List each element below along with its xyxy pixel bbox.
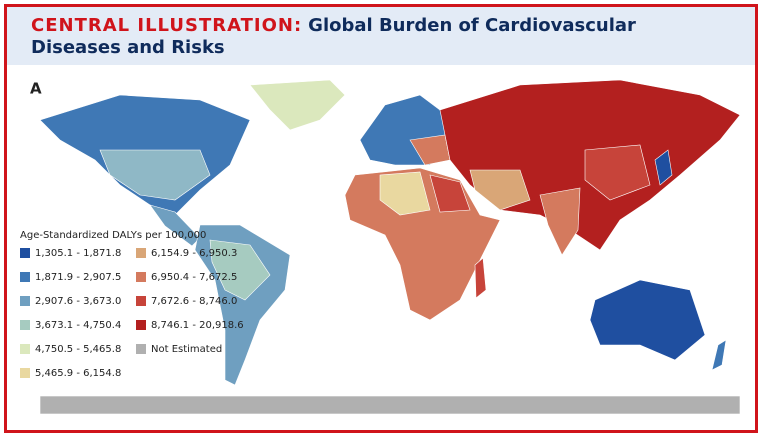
- legend-swatch: [20, 296, 30, 306]
- legend-label: Not Estimated: [151, 344, 222, 355]
- legend-label: 1,871.9 - 2,907.5: [35, 272, 121, 283]
- middle-east: [469, 169, 531, 211]
- legend-swatch: [20, 272, 30, 282]
- legend-label: 3,673.1 - 4,750.4: [35, 320, 121, 331]
- legend-label: 7,672.6 - 8,746.0: [151, 296, 237, 307]
- china: [584, 144, 651, 201]
- title-text: Global Burden of Cardiovascular Diseases…: [31, 15, 636, 58]
- madagascar: [474, 257, 487, 299]
- greenland: [249, 79, 346, 131]
- frame: CENTRAL ILLUSTRATION: Global Burden of Ca…: [4, 4, 758, 433]
- sahara: [379, 171, 431, 216]
- legend-swatch: [136, 296, 146, 306]
- legend-swatch: [136, 320, 146, 330]
- countries: [39, 79, 741, 415]
- legend-swatch: [20, 248, 30, 258]
- legend-swatch: [20, 368, 30, 378]
- legend-swatch: [136, 248, 146, 258]
- legend-swatch: [20, 320, 30, 330]
- legend: 1,305.1 - 1,871.8 1,871.9 - 2,907.5 2,907.…: [20, 248, 244, 379]
- antarctica: [39, 395, 741, 415]
- legend-label: 6,950.4 - 7,672.5: [151, 272, 237, 283]
- egypt-sudan: [429, 174, 471, 213]
- legend-swatch: [136, 272, 146, 282]
- new-zealand: [711, 339, 727, 371]
- panel-label: A: [30, 80, 42, 98]
- title: CENTRAL ILLUSTRATION: Global Burden of Ca…: [31, 15, 731, 59]
- brazil: [209, 239, 271, 301]
- legend-swatch: [20, 344, 30, 354]
- central-america: [149, 204, 201, 247]
- australia: [589, 279, 706, 361]
- india: [539, 187, 581, 256]
- legend-title: Age-Standardized DALYs per 100,000: [20, 230, 206, 241]
- header: CENTRAL ILLUSTRATION: Global Burden of Ca…: [7, 7, 755, 65]
- legend-label: 4,750.5 - 5,465.8: [35, 344, 121, 355]
- japan: [654, 149, 673, 186]
- usa: [99, 149, 211, 201]
- legend-label: 6,154.9 - 6,950.3: [151, 248, 237, 259]
- legend-label: 8,746.1 - 20,918.6: [151, 320, 244, 331]
- legend-swatch: [136, 344, 146, 354]
- legend-label: 5,465.9 - 6,154.8: [35, 368, 121, 379]
- title-prefix: CENTRAL ILLUSTRATION:: [31, 15, 303, 36]
- legend-label: 2,907.6 - 3,673.0: [35, 296, 121, 307]
- legend-label: 1,305.1 - 1,871.8: [35, 248, 121, 259]
